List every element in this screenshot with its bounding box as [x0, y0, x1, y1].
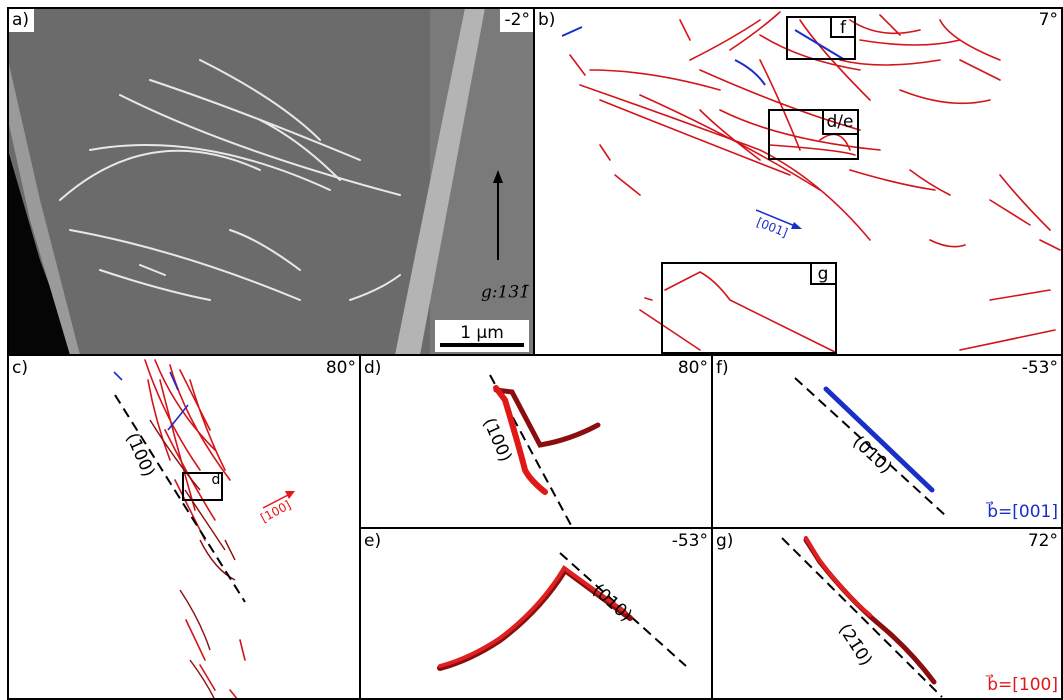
- burgers-vector: b⃗=[100]: [986, 673, 1058, 695]
- tilt-angle: -53°: [1022, 358, 1058, 378]
- dislocation-lines: [562, 12, 1060, 352]
- tilt-angle: 7°: [1039, 10, 1058, 30]
- tilt-angle: -2°: [505, 10, 530, 30]
- panel-label: f): [716, 358, 729, 378]
- g-vector: g:131̄: [481, 283, 530, 303]
- trace-line: [782, 538, 942, 697]
- panel-label: b): [538, 10, 555, 30]
- inset-label: d: [212, 472, 221, 488]
- micrograph: [8, 8, 534, 355]
- scale-bar-label: 1 µm: [460, 323, 504, 343]
- panel-label: g): [716, 531, 733, 551]
- inset-label: d/e: [827, 112, 854, 132]
- inset-label: g: [818, 264, 829, 284]
- burgers-vector: b⃗=[001]: [986, 500, 1058, 522]
- tilt-angle: 80°: [326, 358, 356, 378]
- dislocation-lines: [114, 360, 295, 700]
- panel-label: a): [12, 10, 29, 30]
- panel-label: d): [364, 358, 381, 378]
- direction-label: [001]: [755, 215, 790, 240]
- dislocation: [806, 538, 870, 615]
- plane-label: (21̄0): [834, 620, 876, 669]
- figure: a) -2° g:131̄ 1 µm b) 7° f d/e g [001] c…: [0, 0, 1063, 700]
- inset-label: f: [840, 18, 847, 38]
- tilt-angle: 80°: [678, 358, 708, 378]
- panel-label: c): [12, 358, 28, 378]
- dislocation: [440, 568, 625, 666]
- plane-label: (010): [848, 432, 895, 478]
- panel-label: e): [364, 531, 381, 551]
- tilt-angle: -53°: [672, 531, 708, 551]
- tilt-angle: 72°: [1028, 531, 1058, 551]
